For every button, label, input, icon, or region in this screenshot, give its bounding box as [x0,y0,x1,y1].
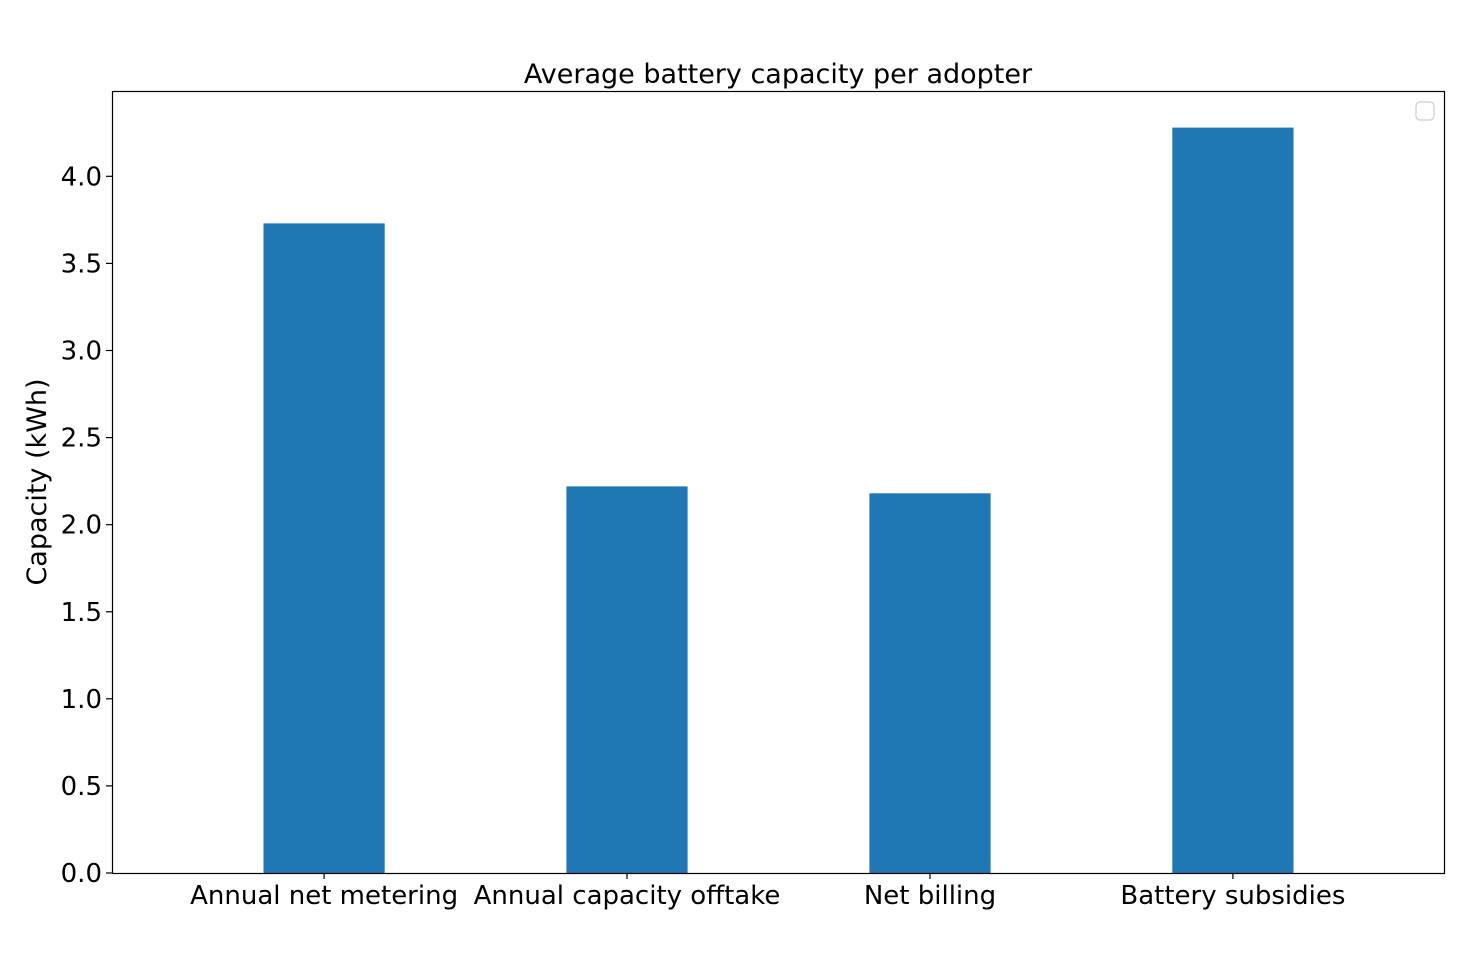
y-axis-label: Capacity (kWh) [22,378,53,585]
y-tick-label-8: 4.0 [61,162,102,192]
bar-0 [263,223,385,873]
chart-title: Average battery capacity per adopter [524,59,1033,90]
y-tick-label-4: 2.0 [61,511,102,541]
bar-3 [1172,127,1294,874]
x-tick-label-2: Net billing [864,881,996,911]
plot-area-frame [111,90,1446,875]
bar-1 [566,486,688,873]
y-axis-ticks: 0.0 0.5 1.0 1.5 2.0 2.5 3.0 3.5 4.0 [61,162,112,889]
y-tick-label-7: 3.5 [61,249,102,279]
x-axis-ticks: Annual net metering Annual capacity offta… [190,873,1345,911]
bar-2 [869,493,991,873]
y-tick-label-6: 3.0 [61,337,102,367]
y-tick-label-1: 0.5 [61,772,102,802]
bars-group [263,127,1294,874]
y-tick-label-5: 2.5 [61,424,102,454]
x-tick-label-1: Annual capacity offtake [474,881,781,911]
y-tick-label-3: 1.5 [61,598,102,628]
y-tick-label-0: 0.0 [61,859,102,889]
x-tick-label-0: Annual net metering [190,881,458,911]
y-tick-label-2: 1.0 [61,685,102,715]
legend-box [1415,101,1435,121]
x-tick-label-3: Battery subsidies [1120,881,1345,911]
